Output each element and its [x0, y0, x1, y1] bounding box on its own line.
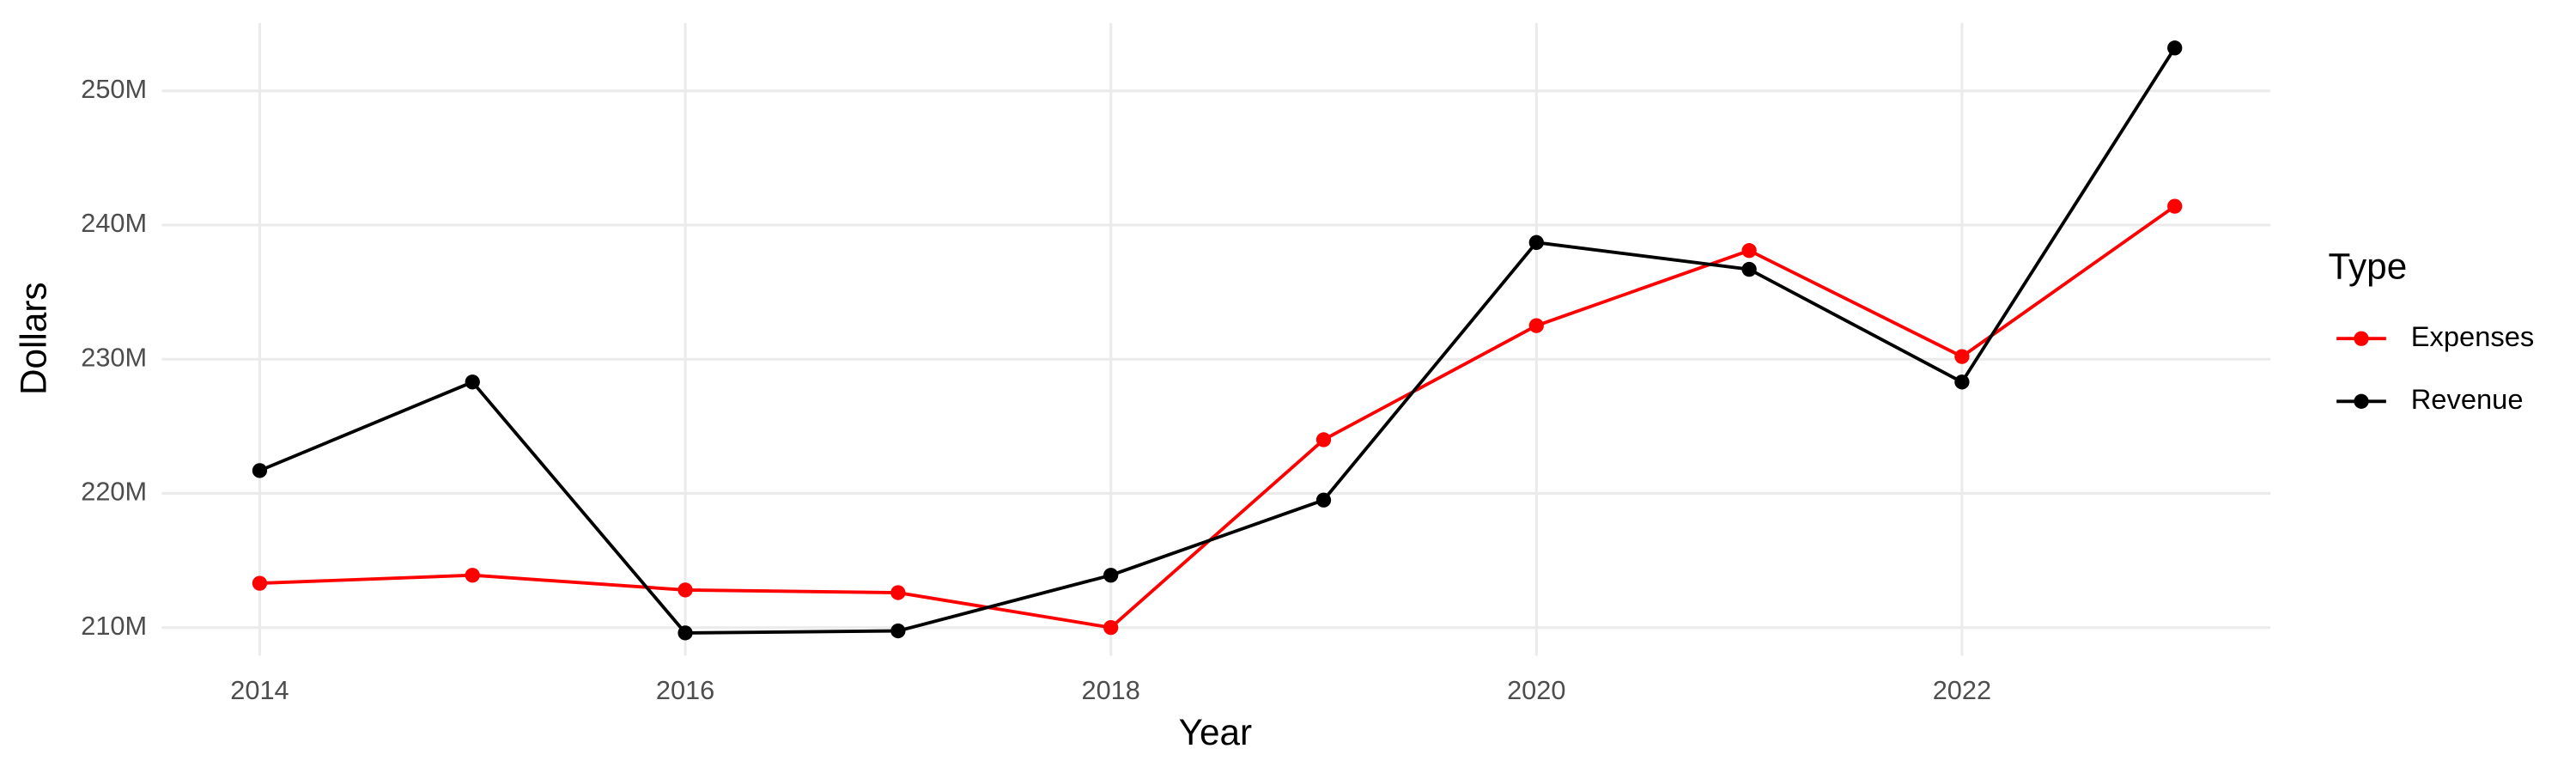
- grid: [161, 22, 2271, 656]
- data-point: [1528, 234, 1544, 250]
- data-point: [890, 585, 906, 600]
- series-line: [258, 46, 2177, 635]
- y-tick-label: 230M: [81, 342, 147, 372]
- data-point: [465, 568, 480, 583]
- data-point: [1103, 568, 1119, 583]
- data-point: [1103, 620, 1119, 636]
- y-axis-title: Dollars: [13, 282, 53, 395]
- data-point: [1315, 492, 1332, 508]
- legend-title: Type: [2329, 247, 2408, 287]
- y-tick-label: 250M: [81, 74, 147, 104]
- data-point: [252, 463, 268, 478]
- y-tick-label: 220M: [81, 477, 147, 507]
- x-tick-label: 2020: [1507, 675, 1565, 705]
- data-point: [2167, 198, 2183, 214]
- data-point: [1954, 349, 1970, 364]
- data-point: [1528, 318, 1544, 333]
- data-point: [1741, 243, 1757, 259]
- x-axis-title: Year: [1179, 712, 1252, 752]
- x-tick-label: 2022: [1933, 675, 1991, 705]
- data-point: [1741, 261, 1757, 277]
- x-tick-label: 2018: [1081, 675, 1139, 705]
- y-tick-label: 240M: [81, 208, 147, 238]
- data-point: [677, 582, 693, 598]
- data-point: [465, 374, 480, 390]
- legend-label: Revenue: [2411, 383, 2524, 415]
- data-point: [2167, 40, 2183, 56]
- data-point: [677, 625, 693, 641]
- series-line: [259, 204, 2176, 630]
- legend-key-point: [2354, 393, 2369, 409]
- legend-label: Expenses: [2411, 320, 2535, 352]
- data-point: [252, 575, 268, 591]
- legend-key-point: [2354, 331, 2369, 346]
- data-point: [1315, 432, 1332, 447]
- y-tick-label: 210M: [81, 611, 147, 641]
- x-tick-label: 2016: [656, 675, 714, 705]
- x-tick-label: 2014: [230, 675, 289, 705]
- data-point: [890, 623, 906, 639]
- data-point: [1954, 374, 1970, 390]
